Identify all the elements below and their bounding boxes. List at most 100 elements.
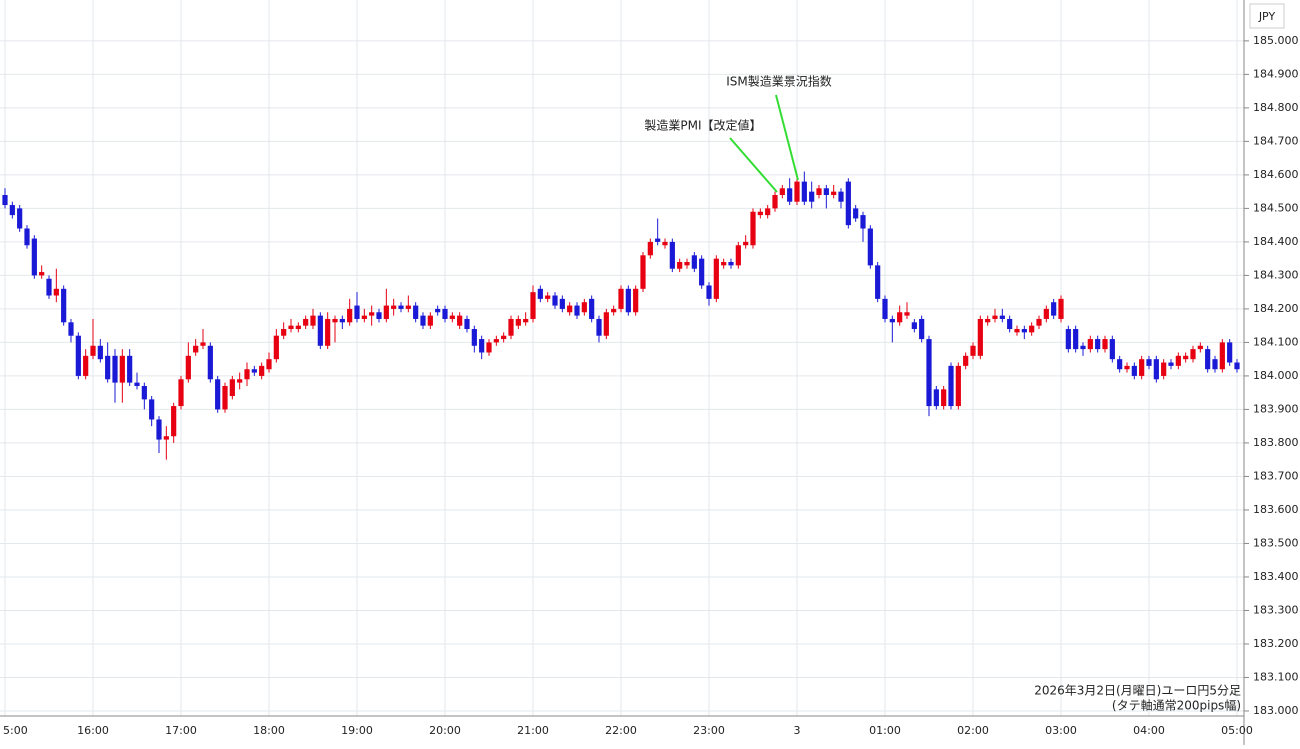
candle-body — [677, 262, 683, 269]
candle-body — [581, 302, 587, 313]
candle-body — [1036, 318, 1042, 326]
candle-body — [83, 355, 89, 376]
x-tick-label: 16:00 — [77, 724, 109, 737]
candle-body — [1102, 339, 1108, 350]
candle-body — [266, 359, 272, 370]
candle-body — [977, 318, 983, 356]
candle-body — [963, 355, 969, 366]
y-tick-label: 184.500 — [1253, 201, 1299, 214]
y-tick-label: 183.100 — [1253, 670, 1299, 683]
candle-body — [567, 305, 573, 313]
y-tick-label: 183.900 — [1253, 402, 1299, 415]
x-tick-label: 3 — [794, 724, 801, 737]
candle-body — [757, 211, 763, 216]
candle-body — [992, 315, 998, 319]
candle-body — [1175, 355, 1181, 366]
candle-body — [545, 295, 551, 299]
candle-body — [919, 318, 925, 340]
candle-body — [354, 305, 360, 319]
y-tick-label: 183.500 — [1253, 536, 1299, 549]
candle-body — [1095, 339, 1101, 350]
candle-body — [1080, 345, 1086, 350]
candle-body — [464, 318, 470, 330]
candle-body — [237, 379, 243, 383]
candle-body — [90, 345, 96, 356]
y-tick-label: 183.700 — [1253, 469, 1299, 482]
annotation-arrow — [729, 137, 778, 193]
candle-body — [655, 238, 661, 242]
candle-body — [1227, 342, 1233, 363]
candle-body — [1205, 349, 1211, 370]
candle-body — [2, 194, 8, 206]
candle-body — [662, 241, 668, 246]
y-tick-label: 183.000 — [1253, 704, 1299, 717]
candle-body — [1029, 325, 1035, 333]
candle-body — [259, 365, 265, 376]
candle-body — [325, 318, 331, 346]
candle-body — [611, 308, 617, 313]
note: 2026年3月2日(月曜日)ユーロ円5分足 — [1034, 684, 1241, 698]
candle-body — [867, 228, 873, 266]
candle-body — [1109, 339, 1115, 360]
candle-body — [1161, 362, 1167, 376]
y-tick-label: 184.200 — [1253, 302, 1299, 315]
candle-body — [559, 298, 565, 309]
candle-body — [1153, 359, 1159, 380]
candle-body — [809, 191, 815, 202]
x-tick-label: 04:00 — [1133, 724, 1165, 737]
candle-body — [97, 345, 103, 360]
x-tick-label: 23:00 — [693, 724, 725, 737]
candle-body — [985, 318, 991, 323]
candle-body — [530, 292, 536, 319]
y-tick-label: 184.000 — [1253, 369, 1299, 382]
x-tick-label: 20:00 — [429, 724, 461, 737]
candle-body — [699, 258, 705, 286]
candle-body — [53, 288, 59, 296]
candle-body — [1073, 329, 1079, 350]
candle-body — [1117, 359, 1123, 370]
candle-body — [295, 325, 301, 330]
candle-body — [1058, 298, 1064, 319]
candle-body — [691, 255, 697, 269]
candle-body — [970, 345, 976, 356]
x-tick-label: 18:00 — [253, 724, 285, 737]
candle-body — [1219, 342, 1225, 370]
currency-box — [1249, 3, 1285, 29]
candle-body — [39, 272, 45, 276]
candle-body — [743, 241, 749, 246]
annotation: ISM製造業景況指数 — [726, 74, 832, 89]
candle-body — [1131, 365, 1137, 376]
candle-body — [1168, 362, 1174, 366]
candle-body — [178, 379, 184, 407]
candle-body — [801, 181, 807, 202]
candle-body — [442, 308, 448, 319]
candle-body — [728, 262, 734, 266]
candle-body — [75, 335, 81, 376]
x-tick-label: 02:00 — [957, 724, 989, 737]
candle-body — [405, 305, 411, 309]
candle-body — [398, 305, 404, 309]
candle-body — [860, 215, 866, 229]
candle-body — [831, 191, 837, 195]
candle-body — [31, 238, 37, 276]
candle-body — [310, 315, 316, 326]
candle-body — [134, 382, 140, 386]
candle-body — [317, 315, 323, 346]
candle-body — [955, 365, 961, 407]
candle-body — [1234, 362, 1240, 370]
candle-body — [149, 399, 155, 420]
candle-body — [1139, 359, 1145, 376]
candle-body — [948, 365, 954, 407]
candle-body — [185, 355, 191, 380]
x-tick-label: 01:00 — [869, 724, 901, 737]
candle-body — [684, 262, 690, 266]
candle-body — [816, 188, 822, 195]
candle-body — [640, 255, 646, 289]
y-tick-label: 183.400 — [1253, 570, 1299, 583]
candle-body — [501, 335, 507, 340]
note: (タテ軸通常200pips幅) — [1112, 698, 1241, 713]
candle-body — [882, 298, 888, 319]
candle-body — [735, 245, 741, 266]
candle-body — [369, 312, 375, 316]
candle-body — [999, 315, 1005, 319]
